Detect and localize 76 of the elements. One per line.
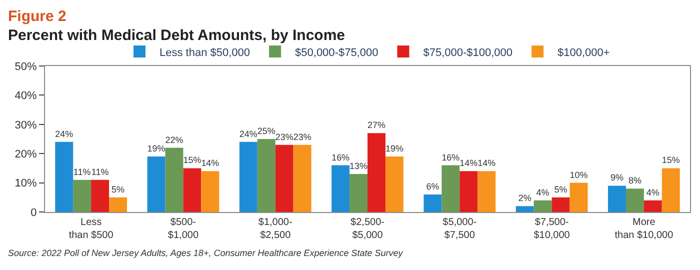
- bar: [147, 156, 166, 212]
- x-tick-label: $2,500-$5,000: [350, 217, 384, 241]
- chart-subtitle: Percent with Medical Debt Amounts, by Income: [8, 27, 346, 44]
- data-label: 13%: [350, 161, 368, 172]
- bar: [368, 133, 386, 212]
- data-label: 11%: [73, 166, 91, 177]
- data-label: 5%: [112, 184, 125, 194]
- bar: [662, 168, 680, 212]
- data-label: 9%: [610, 172, 624, 183]
- bar: [91, 180, 110, 212]
- x-tick-label: $5,000-$7,500: [442, 217, 477, 241]
- data-label: 14%: [478, 158, 496, 168]
- data-label: 10%: [570, 170, 588, 180]
- y-tick-label: 30%: [14, 119, 38, 132]
- data-label: 22%: [165, 134, 184, 145]
- source-note: Source: 2022 Poll of New Jersey Adults, Ages 18+, Consumer Healthcare Experience State Survey: [8, 248, 404, 258]
- data-label: 15%: [662, 155, 680, 166]
- bar: [109, 197, 128, 212]
- data-label: 2%: [518, 193, 532, 204]
- data-label: 23%: [275, 132, 294, 142]
- bar: [55, 142, 74, 212]
- bar: [332, 165, 350, 212]
- bar: [460, 171, 478, 212]
- data-label: 19%: [147, 144, 166, 154]
- y-tick-label: 50%: [14, 60, 38, 73]
- legend-label: $100,000+: [558, 46, 610, 59]
- bar: [183, 168, 202, 212]
- legend-label: $50,000-$75,000: [295, 46, 378, 59]
- x-tick-label: $7,500-$10,000: [534, 217, 570, 241]
- bar: [385, 156, 404, 212]
- bar: [626, 188, 644, 212]
- data-label: 15%: [183, 155, 202, 166]
- data-label: 19%: [385, 144, 404, 154]
- bar: [478, 171, 496, 212]
- data-label: 16%: [442, 152, 460, 162]
- data-label: 5%: [554, 184, 568, 194]
- data-label: 16%: [332, 152, 350, 162]
- data-label: 23%: [293, 132, 312, 142]
- data-label: 8%: [628, 176, 642, 186]
- bar: [552, 197, 570, 212]
- y-tick-label: 0: [30, 206, 37, 219]
- data-label: 4%: [646, 187, 660, 198]
- x-tick-label: $1,000-$2,500: [258, 217, 292, 241]
- legend-label: $75,000-$100,000: [423, 46, 513, 59]
- bar: [73, 180, 92, 212]
- y-tick-label: 10%: [14, 178, 38, 190]
- bar: [257, 139, 276, 212]
- data-label: 4%: [536, 187, 550, 198]
- bar: [442, 165, 460, 212]
- data-label: 24%: [55, 128, 74, 139]
- bar: [570, 182, 588, 212]
- bar: [608, 186, 626, 212]
- x-tick-label: More than $10,000: [614, 217, 674, 241]
- data-label: 14%: [201, 158, 220, 168]
- bar: [644, 200, 662, 212]
- data-label: 24%: [239, 128, 258, 139]
- data-label: 11%: [91, 166, 109, 177]
- bar: [293, 144, 312, 212]
- bar: [424, 194, 442, 212]
- data-label: 25%: [257, 126, 276, 136]
- x-tick-label: $500-$1,000: [168, 217, 199, 241]
- legend-label: Less than $50,000: [160, 46, 250, 59]
- y-tick-label: 20%: [14, 148, 38, 160]
- data-label: 14%: [460, 158, 478, 168]
- bar: [534, 200, 552, 212]
- bar: [165, 148, 184, 212]
- bar: [201, 171, 220, 212]
- data-label: 27%: [368, 120, 386, 130]
- bar: [239, 142, 258, 212]
- bar: [516, 206, 534, 212]
- x-tick-label: Less than $500: [68, 217, 114, 241]
- bar: [350, 174, 368, 212]
- chart-title: Figure 2: [8, 8, 66, 25]
- data-label: 6%: [426, 181, 440, 192]
- y-tick-label: 40%: [14, 90, 38, 102]
- bar: [275, 144, 294, 212]
